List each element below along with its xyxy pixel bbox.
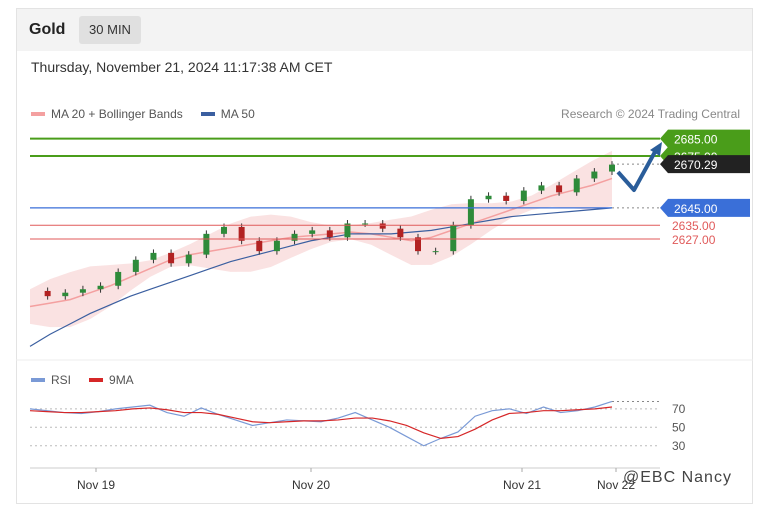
candle-body bbox=[520, 190, 527, 201]
candle-body bbox=[450, 225, 457, 252]
level-label-pivot: 2645.00 bbox=[674, 202, 718, 216]
candle-body bbox=[185, 254, 192, 264]
price-legend: MA 20 + Bollinger Bands MA 50 bbox=[31, 107, 255, 121]
rsi-9ma-line bbox=[29, 406, 613, 439]
candle-body bbox=[309, 230, 316, 234]
candle-body bbox=[291, 233, 298, 241]
legend-item-rsi: RSI bbox=[31, 373, 71, 387]
legend-swatch-ma50 bbox=[200, 112, 215, 116]
level-label-current: 2670.29 bbox=[674, 158, 718, 172]
candle-body bbox=[79, 289, 86, 293]
research-credit: Research © 2024 Trading Central bbox=[561, 107, 740, 121]
level-label-support: 2627.00 bbox=[672, 233, 716, 247]
candle-body bbox=[397, 228, 404, 238]
candle-body bbox=[362, 223, 369, 225]
level-tag-resistance bbox=[660, 129, 750, 148]
level-label-support: 2635.00 bbox=[672, 219, 716, 233]
instrument-title: Gold bbox=[29, 21, 66, 38]
candle-body bbox=[379, 223, 386, 229]
candle-body bbox=[432, 251, 439, 253]
candle-body bbox=[62, 292, 69, 297]
candle-body bbox=[44, 290, 51, 297]
level-tag-pivot bbox=[660, 198, 750, 217]
candle-body bbox=[609, 164, 615, 172]
candle-body bbox=[256, 240, 263, 252]
rsi-tick-label: 30 bbox=[672, 439, 686, 453]
forecast-arrow bbox=[616, 149, 658, 192]
legend-item-9ma: 9MA bbox=[89, 373, 134, 387]
legend-swatch-9ma bbox=[89, 378, 104, 382]
candle-body bbox=[203, 233, 210, 255]
legend-item-ma50: MA 50 bbox=[200, 107, 255, 121]
x-tick-label: Nov 21 bbox=[503, 478, 541, 492]
candle-body bbox=[556, 185, 563, 193]
watermark: @EBC Nancy bbox=[623, 469, 732, 486]
timeframe-badge[interactable]: 30 MIN bbox=[79, 16, 141, 44]
rsi-line bbox=[29, 400, 613, 447]
candle-body bbox=[415, 237, 421, 252]
legend-label-ma20: MA 20 + Bollinger Bands bbox=[51, 107, 183, 121]
candle-body bbox=[150, 252, 157, 260]
candle-body bbox=[485, 195, 492, 200]
forecast-arrowhead bbox=[650, 142, 662, 156]
x-tick-label: Nov 20 bbox=[292, 478, 330, 492]
candle-body bbox=[132, 259, 139, 272]
candle-body bbox=[538, 185, 545, 191]
level-tag-current bbox=[660, 155, 750, 174]
chart-datetime: Thursday, November 21, 2024 11:17:38 AM … bbox=[31, 59, 333, 75]
candle-body bbox=[573, 178, 580, 193]
candle-body bbox=[591, 171, 598, 179]
candle-body bbox=[238, 226, 245, 241]
candle-body bbox=[97, 285, 104, 290]
legend-label-9ma: 9MA bbox=[109, 373, 134, 387]
rsi-legend: RSI 9MA bbox=[31, 373, 134, 387]
legend-label-rsi: RSI bbox=[51, 373, 72, 387]
rsi-tick-label: 50 bbox=[672, 420, 686, 434]
candle-body bbox=[503, 195, 510, 201]
legend-label-ma50: MA 50 bbox=[220, 107, 255, 121]
legend-swatch-rsi bbox=[31, 378, 45, 382]
candle-body bbox=[221, 226, 227, 234]
x-tick-label: Nov 22 bbox=[597, 478, 635, 492]
chart-header: Gold 30 MIN bbox=[17, 9, 752, 51]
candle-body bbox=[467, 199, 474, 226]
rsi-tick-label: 70 bbox=[672, 402, 686, 416]
x-tick-label: Nov 19 bbox=[77, 478, 115, 492]
legend-swatch-ma20 bbox=[31, 112, 45, 116]
candle-body bbox=[168, 252, 175, 264]
candle-body bbox=[115, 271, 122, 286]
legend-item-ma20: MA 20 + Bollinger Bands bbox=[31, 107, 183, 121]
candle-body bbox=[344, 223, 351, 238]
candle-body bbox=[273, 240, 280, 252]
chart-card: Gold 30 MIN Thursday, November 21, 2024 … bbox=[16, 8, 753, 504]
level-label-resistance: 2685.00 bbox=[674, 133, 718, 147]
candle-body bbox=[326, 230, 333, 238]
